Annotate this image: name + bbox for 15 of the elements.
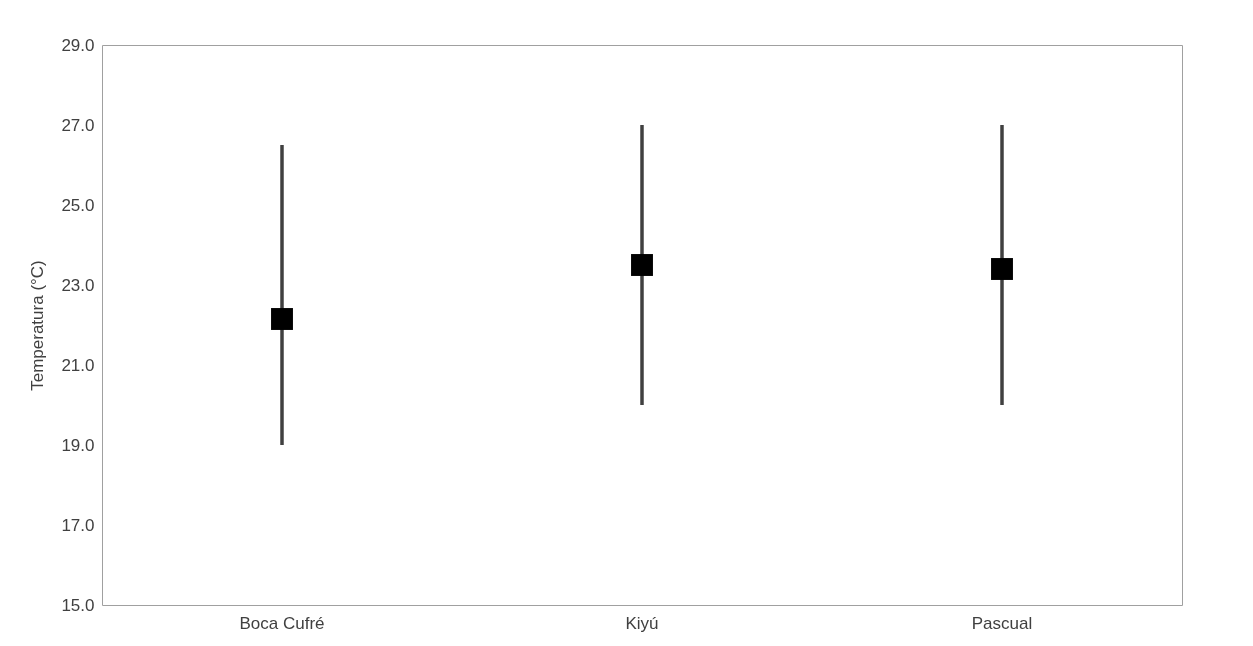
point (271, 308, 293, 330)
y-tick-label: 27.0 (61, 115, 95, 135)
y-tick-label: 23.0 (61, 275, 95, 295)
y-tick-label: 29.0 (61, 35, 95, 55)
y-axis-title: Temperatura (°C) (28, 260, 48, 391)
x-tick-label: Kiyú (625, 613, 659, 633)
x-tick-label: Pascual (971, 613, 1033, 633)
y-tick-label: 21.0 (61, 355, 95, 375)
y-tick-label: 25.0 (61, 195, 95, 215)
y-tick-label: 17.0 (61, 515, 95, 535)
x-tick-label: Boca Cufré (239, 613, 325, 633)
point (991, 258, 1013, 280)
y-tick-label: 15.0 (61, 595, 95, 615)
point (631, 254, 653, 276)
y-tick-label: 19.0 (61, 435, 95, 455)
